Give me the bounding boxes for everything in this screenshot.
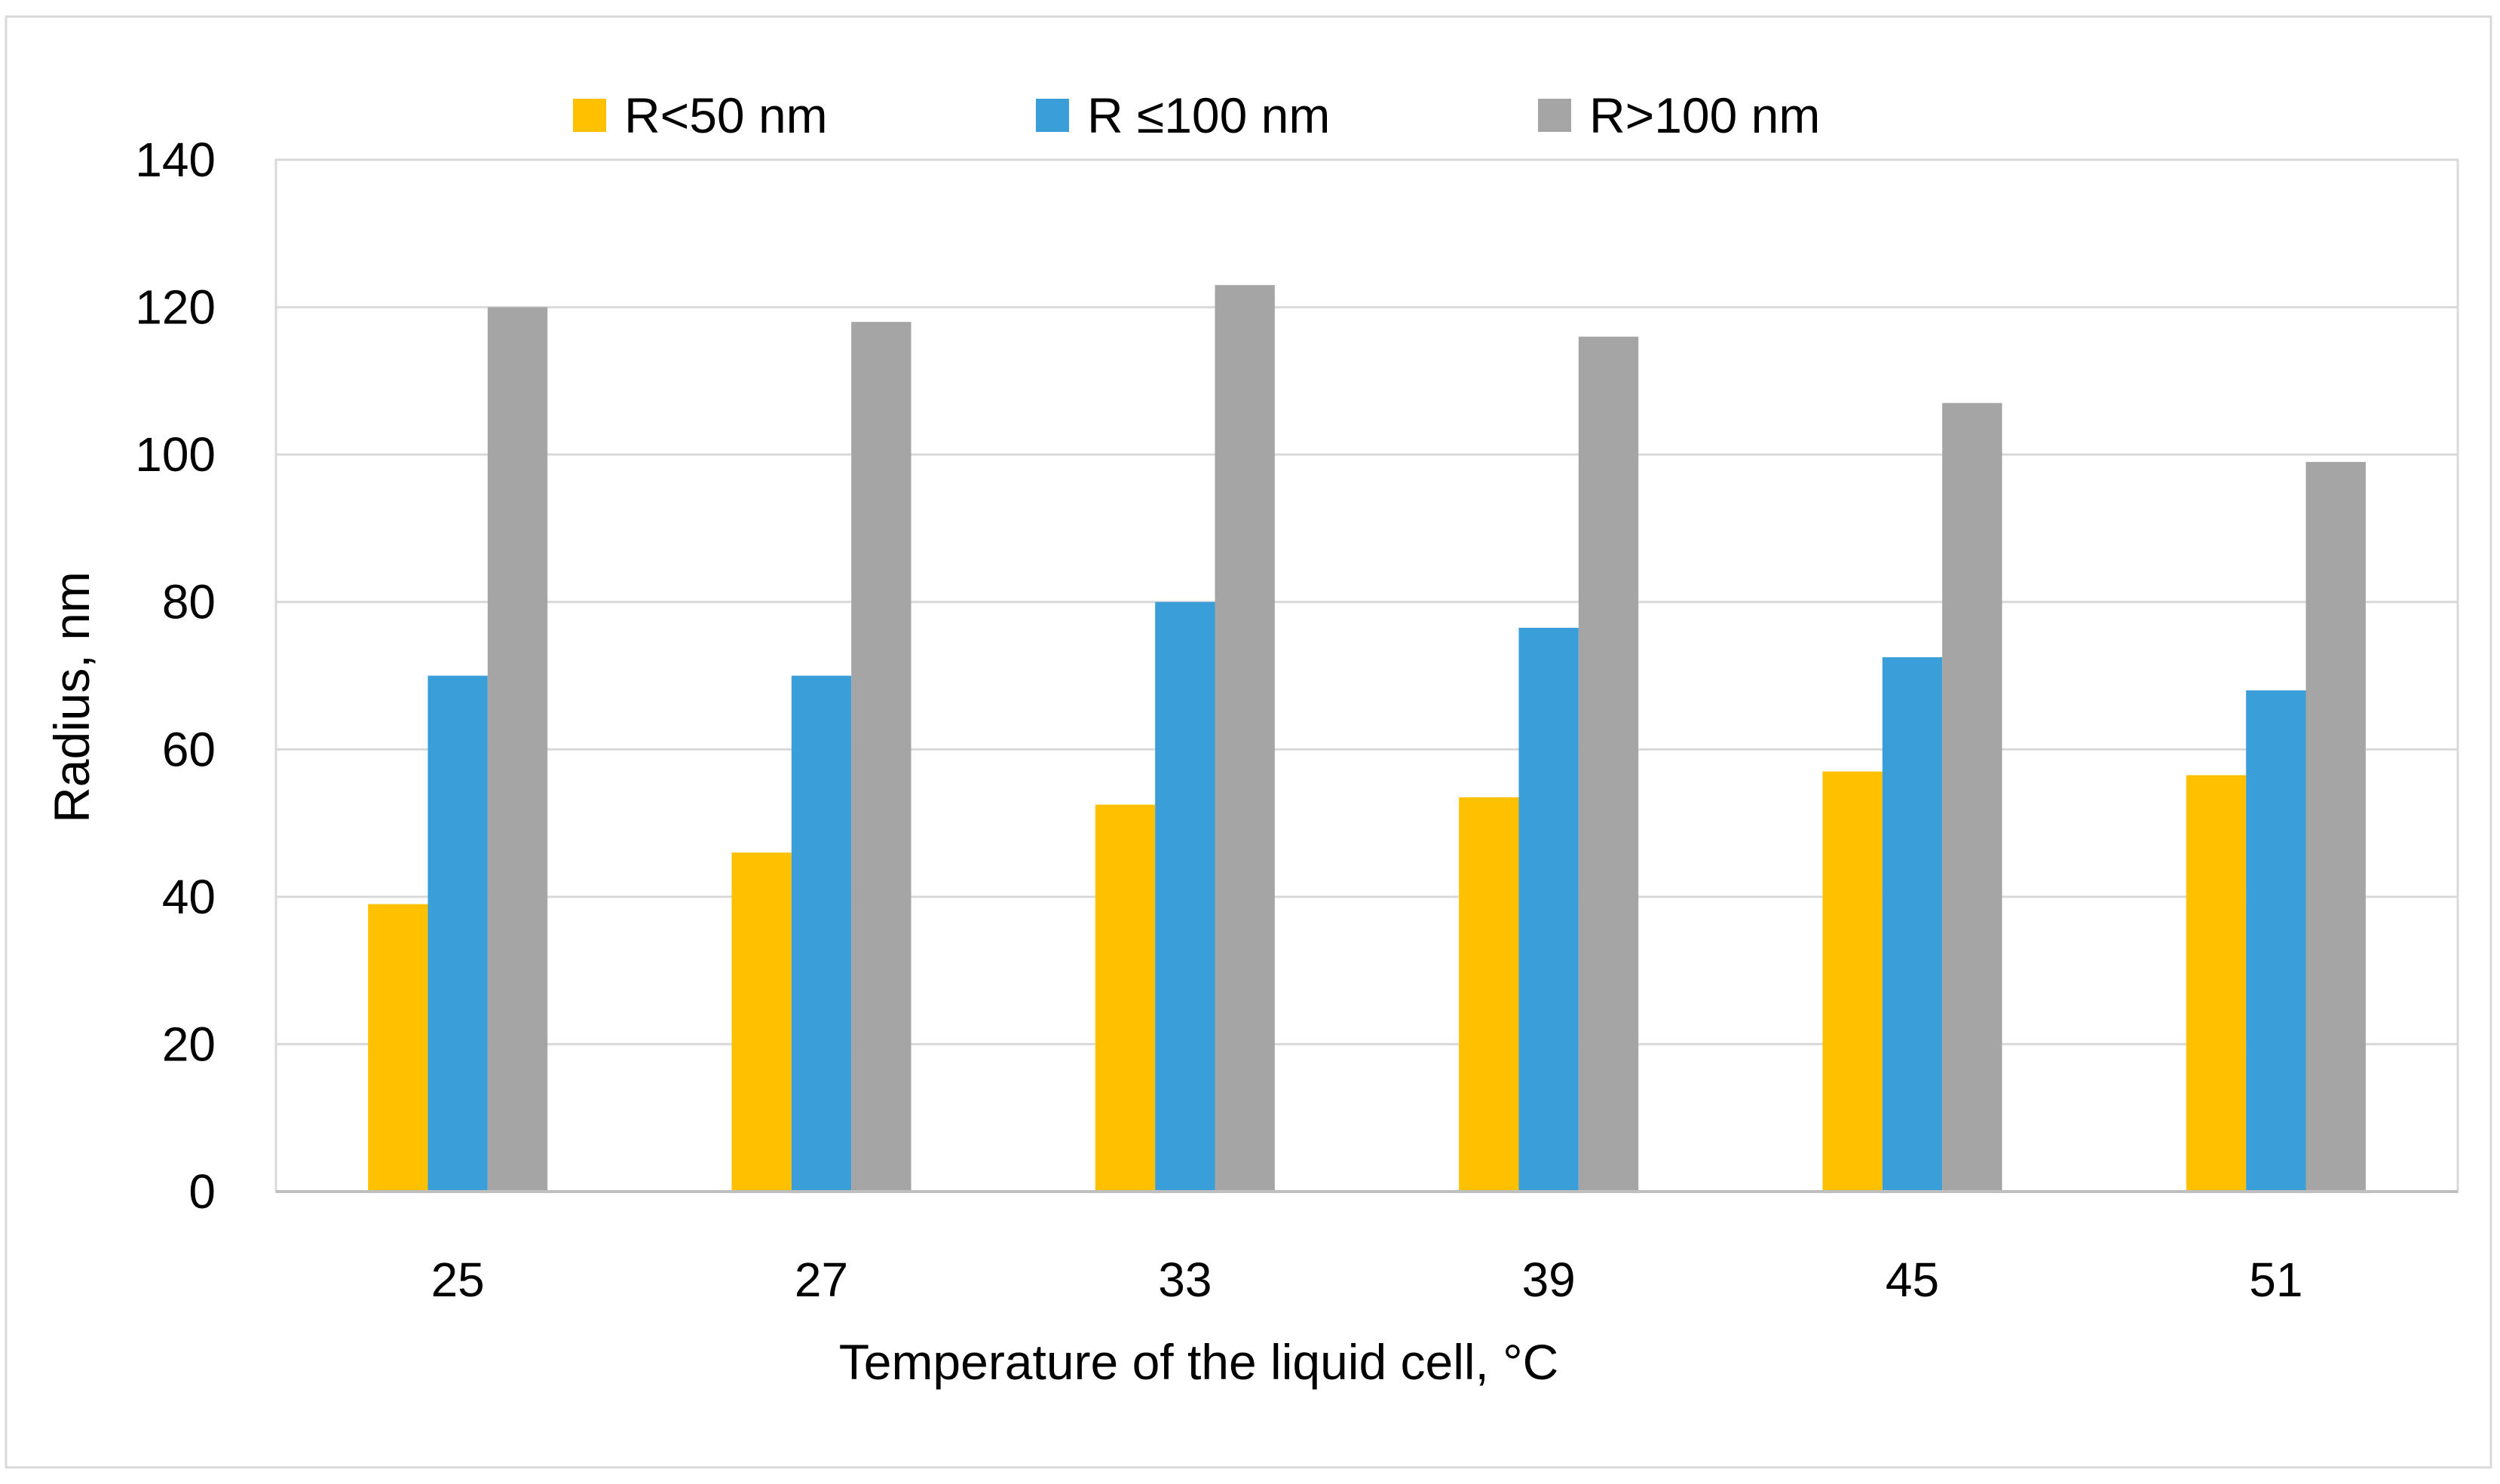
legend-label: R ≤100 nm bbox=[1087, 87, 1330, 143]
bar-r-50-nm-51 bbox=[2186, 775, 2247, 1192]
bar-r-100-nm-39 bbox=[1518, 627, 1579, 1192]
bar-r-100-nm-51 bbox=[2246, 690, 2306, 1192]
x-tick-label: 25 bbox=[431, 1253, 485, 1307]
x-tick-label: 33 bbox=[1158, 1253, 1212, 1307]
bar-r-50-nm-39 bbox=[1459, 797, 1519, 1192]
x-tick-label: 27 bbox=[795, 1253, 848, 1307]
bar-r-100-nm-33 bbox=[1215, 285, 1275, 1192]
y-tick-label: 40 bbox=[162, 870, 216, 924]
x-tick-label: 45 bbox=[1886, 1253, 1939, 1307]
legend-swatch bbox=[1036, 99, 1069, 132]
bar-r-100-nm-27 bbox=[791, 675, 852, 1192]
x-axis-title: Temperature of the liquid cell, °C bbox=[839, 1334, 1559, 1390]
y-tick-label: 20 bbox=[162, 1017, 216, 1071]
bar-r-50-nm-45 bbox=[1822, 771, 1883, 1192]
bar-r-100-nm-25 bbox=[427, 675, 488, 1192]
bar-r-100-nm-39 bbox=[1578, 336, 1639, 1192]
y-axis-title: Radius, nm bbox=[44, 571, 100, 823]
legend-swatch bbox=[573, 99, 606, 132]
y-tick-label: 60 bbox=[162, 722, 216, 776]
y-tick-label: 80 bbox=[162, 575, 216, 629]
legend: R<50 nm R ≤100 nm R>100 nm bbox=[573, 87, 1820, 143]
bar-r-100-nm-45 bbox=[1942, 402, 2002, 1192]
y-tick-label: 0 bbox=[188, 1164, 216, 1219]
bar-r-50-nm-25 bbox=[368, 904, 428, 1192]
bar-r-100-nm-45 bbox=[1882, 657, 1943, 1192]
bar-r-50-nm-33 bbox=[1095, 804, 1156, 1192]
bar-r-100-nm-51 bbox=[2305, 461, 2366, 1192]
y-tick-label: 100 bbox=[135, 427, 216, 482]
bar-r-100-nm-25 bbox=[487, 307, 548, 1192]
legend-swatch bbox=[1538, 99, 1571, 132]
bars bbox=[368, 285, 2366, 1192]
legend-label: R<50 nm bbox=[624, 87, 828, 143]
bar-r-100-nm-27 bbox=[851, 322, 911, 1192]
legend-label: R>100 nm bbox=[1589, 87, 1820, 143]
y-tick-label: 140 bbox=[135, 133, 216, 187]
bar-r-100-nm-33 bbox=[1155, 601, 1215, 1192]
x-tick-label: 39 bbox=[1522, 1253, 1576, 1307]
x-tick-label: 51 bbox=[2249, 1253, 2302, 1307]
bar-r-50-nm-27 bbox=[731, 852, 792, 1192]
axes: 0 20 40 60 80 100 120 140 25 27 33 39 45 51 bbox=[135, 133, 2458, 1307]
y-tick-label: 120 bbox=[135, 280, 216, 335]
